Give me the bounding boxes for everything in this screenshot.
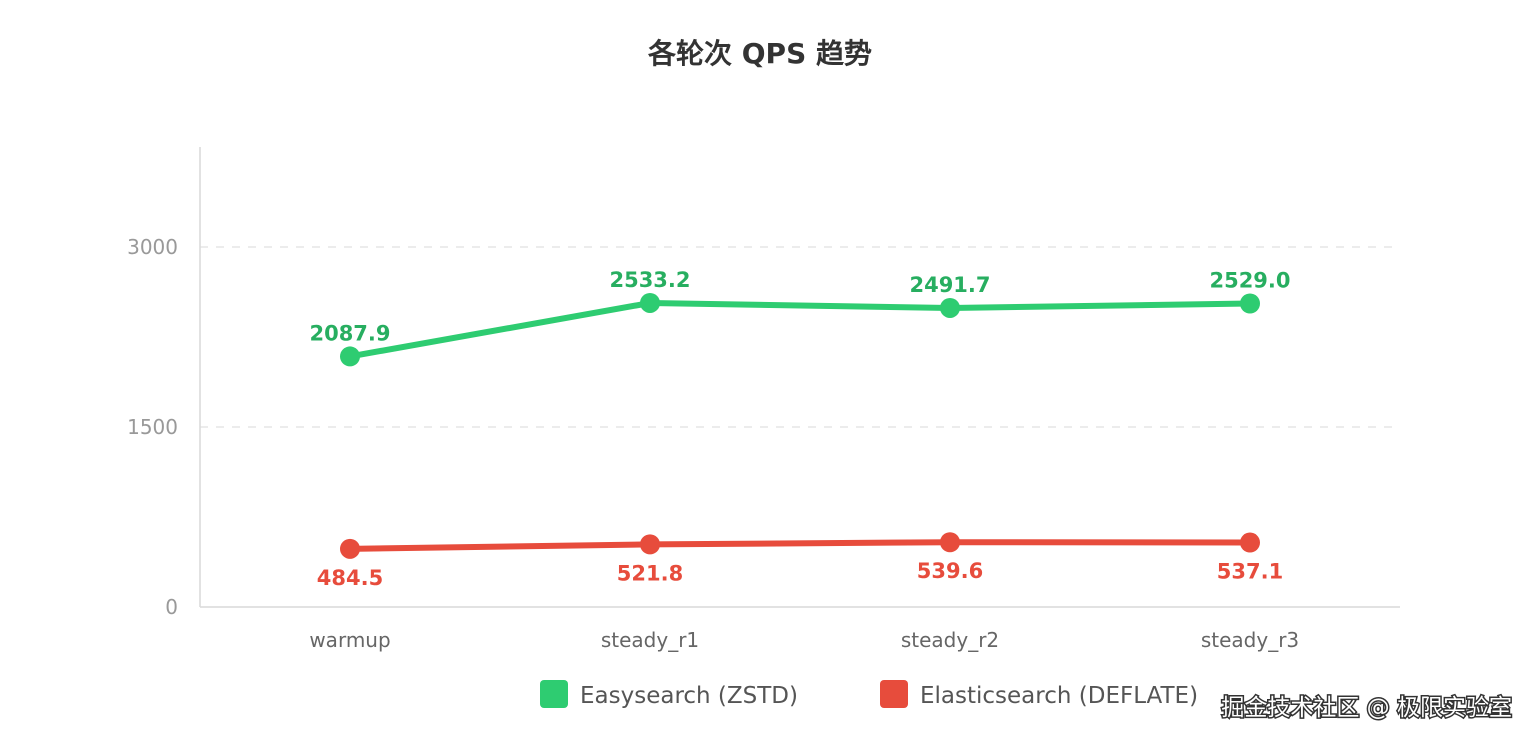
series-line — [347, 539, 1253, 552]
legend-item-1: Elasticsearch (DEFLATE) — [880, 680, 1198, 709]
y-tick-label: 3000 — [127, 235, 178, 259]
data-label: 2087.9 — [309, 321, 390, 345]
data-label: 537.1 — [1217, 560, 1283, 584]
data-label: 521.8 — [617, 561, 683, 585]
data-point — [1240, 532, 1260, 553]
legend-swatch — [880, 680, 908, 708]
legend-item-0: Easysearch (ZSTD) — [540, 680, 798, 709]
data-point — [640, 292, 660, 313]
grid-lines — [200, 246, 1395, 428]
data-point — [340, 538, 360, 559]
data-label: 2491.7 — [909, 273, 990, 297]
y-tick-label: 1500 — [127, 415, 178, 439]
watermark-text: 掘金技术社区 @ 极限实验室 — [1221, 695, 1512, 721]
data-label: 539.6 — [917, 559, 983, 583]
series-line — [347, 299, 1253, 360]
x-category-label: steady_r2 — [901, 628, 999, 652]
data-point — [1240, 293, 1260, 314]
data-label: 484.5 — [317, 566, 383, 590]
x-category-label: steady_r3 — [1201, 628, 1299, 652]
data-point — [940, 532, 960, 553]
x-category-label: steady_r1 — [601, 628, 699, 652]
x-category-label: warmup — [309, 628, 390, 652]
legend-label: Elasticsearch (DEFLATE) — [920, 683, 1198, 709]
x-axis: warmup steady_r1 steady_r2 steady_r3 — [200, 606, 1400, 652]
data-point — [340, 346, 360, 367]
data-label: 2533.2 — [609, 268, 690, 292]
legend: Easysearch (ZSTD) Elasticsearch (DEFLATE) — [540, 680, 1198, 709]
legend-swatch — [540, 680, 568, 708]
legend-label: Easysearch (ZSTD) — [580, 683, 798, 709]
data-label: 2529.0 — [1209, 268, 1290, 292]
data-point — [640, 534, 660, 555]
chart-title: 各轮次 QPS 趋势 — [647, 37, 872, 70]
series-0: 2087.9 2533.2 2491.7 2529.0 — [309, 268, 1291, 367]
series-1: 484.5 521.8 539.6 537.1 — [317, 532, 1283, 590]
y-axis: 0 1500 3000 — [127, 147, 201, 619]
data-point — [940, 297, 960, 318]
y-tick-label: 0 — [165, 595, 178, 619]
series-layer: 2087.9 2533.2 2491.7 2529.0 484.5 521.8 539.6 5… — [309, 268, 1290, 590]
